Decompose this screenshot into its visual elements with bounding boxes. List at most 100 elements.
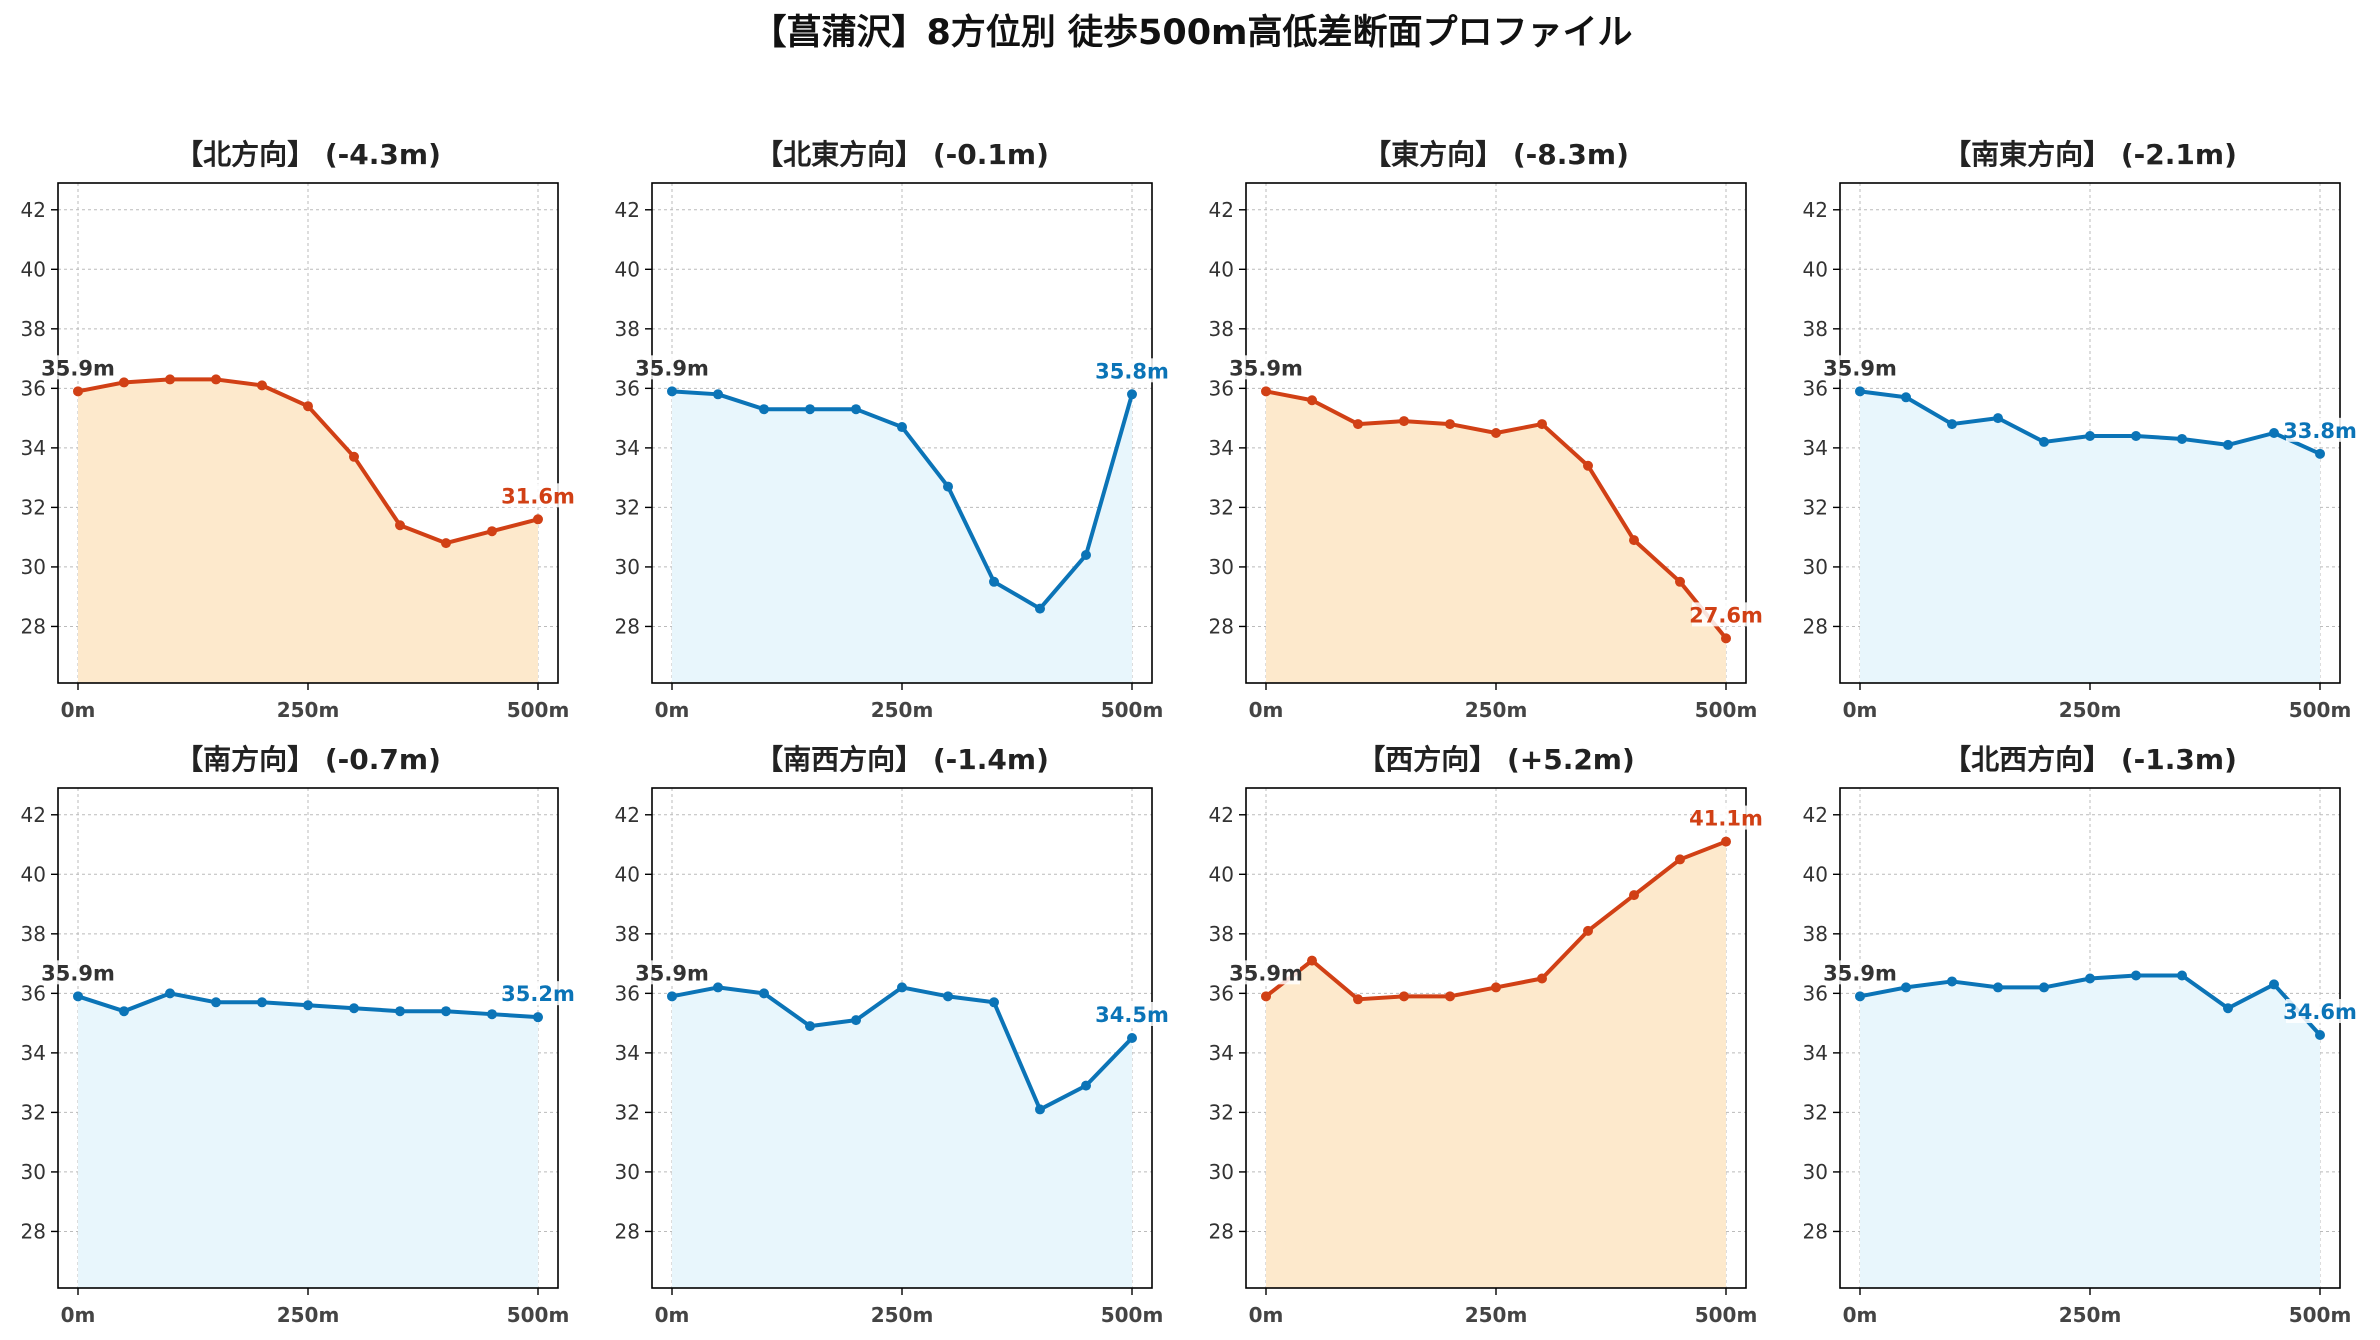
y-tick-label: 42 bbox=[1209, 803, 1234, 827]
chart-panel-0: 28 30 32 34 36 38 40 42 0m 250m 500m 35.9m 31.6m 【北方向… bbox=[21, 138, 575, 722]
y-tick-label: 36 bbox=[1803, 376, 1828, 400]
data-point bbox=[441, 538, 451, 549]
x-tick-label: 250m bbox=[871, 698, 934, 722]
data-point bbox=[2223, 439, 2233, 450]
x-tick-label: 500m bbox=[1101, 698, 1164, 722]
x-tick-label: 500m bbox=[1695, 1303, 1758, 1327]
chart-panel-6: 28 30 32 34 36 38 40 42 0m 250m 500m 35.9m 41.1m 【西方向… bbox=[1209, 743, 1763, 1327]
y-tick-label: 30 bbox=[1209, 555, 1234, 579]
x-tick-label: 500m bbox=[1695, 698, 1758, 722]
data-point bbox=[1629, 890, 1639, 901]
data-point bbox=[1537, 973, 1547, 984]
data-point bbox=[1307, 395, 1317, 406]
x-tick-label: 250m bbox=[1465, 698, 1528, 722]
x-tick-label: 0m bbox=[61, 698, 96, 722]
data-point bbox=[165, 988, 175, 999]
data-point bbox=[713, 982, 723, 993]
y-tick-label: 30 bbox=[615, 555, 640, 579]
profile-area bbox=[672, 987, 1132, 1288]
data-point bbox=[1901, 392, 1911, 403]
data-point bbox=[257, 380, 267, 391]
data-point bbox=[1947, 419, 1957, 430]
y-tick-label: 40 bbox=[1209, 257, 1234, 281]
y-tick-label: 36 bbox=[615, 981, 640, 1005]
x-tick-label: 500m bbox=[507, 698, 570, 722]
start-label-bg bbox=[1232, 960, 1300, 985]
y-tick-label: 34 bbox=[21, 436, 46, 460]
profile-area bbox=[1266, 841, 1726, 1288]
data-point bbox=[943, 481, 953, 492]
y-tick-label: 30 bbox=[1803, 555, 1828, 579]
data-point bbox=[487, 1009, 497, 1020]
data-point bbox=[851, 404, 861, 415]
y-tick-label: 32 bbox=[1209, 495, 1234, 519]
x-tick-label: 250m bbox=[871, 1303, 934, 1327]
data-point bbox=[943, 991, 953, 1002]
start-label: 35.9m bbox=[1229, 961, 1303, 985]
start-label-bg bbox=[44, 355, 112, 380]
x-tick-label: 0m bbox=[1249, 1303, 1284, 1327]
y-tick-label: 40 bbox=[1803, 862, 1828, 886]
data-point bbox=[2177, 433, 2187, 444]
start-label-bg bbox=[638, 960, 706, 985]
data-point bbox=[119, 377, 129, 388]
y-tick-label: 42 bbox=[615, 803, 640, 827]
start-label: 35.9m bbox=[635, 356, 709, 380]
y-tick-label: 40 bbox=[615, 257, 640, 281]
y-tick-label: 38 bbox=[615, 922, 640, 946]
subplot-title: 【南西方向】 (-1.4m) bbox=[755, 743, 1049, 776]
data-point bbox=[2315, 1030, 2325, 1041]
y-tick-label: 36 bbox=[21, 376, 46, 400]
chart-panel-3: 28 30 32 34 36 38 40 42 0m 250m 500m 35.9m 33.8m 【南東方… bbox=[1803, 138, 2357, 722]
data-point bbox=[667, 991, 677, 1002]
x-tick-label: 250m bbox=[1465, 1303, 1528, 1327]
end-label: 34.6m bbox=[2283, 1000, 2357, 1024]
y-tick-label: 28 bbox=[21, 614, 46, 638]
data-point bbox=[2269, 428, 2279, 438]
data-point bbox=[897, 982, 907, 993]
profile-area bbox=[1860, 975, 2320, 1288]
data-point bbox=[533, 514, 543, 525]
data-point bbox=[759, 404, 769, 415]
end-label: 35.8m bbox=[1095, 359, 1169, 383]
data-point bbox=[2315, 448, 2325, 459]
x-tick-label: 250m bbox=[2059, 698, 2122, 722]
data-point bbox=[851, 1015, 861, 1026]
subplot-title: 【北西方向】 (-1.3m) bbox=[1943, 743, 2237, 776]
data-point bbox=[1035, 603, 1045, 614]
data-point bbox=[487, 526, 497, 537]
data-point bbox=[1445, 991, 1455, 1002]
data-point bbox=[303, 1000, 313, 1011]
y-tick-label: 28 bbox=[615, 614, 640, 638]
subplot-title: 【西方向】 (+5.2m) bbox=[1357, 743, 1635, 776]
end-label: 33.8m bbox=[2283, 419, 2357, 443]
data-point bbox=[713, 389, 723, 400]
profile-area bbox=[1266, 391, 1726, 683]
start-label: 35.9m bbox=[41, 356, 115, 380]
y-tick-label: 34 bbox=[1209, 436, 1234, 460]
start-label-bg bbox=[1826, 355, 1894, 380]
data-point bbox=[1491, 428, 1501, 438]
data-point bbox=[1537, 419, 1547, 430]
end-label-bg bbox=[2286, 417, 2354, 442]
data-point bbox=[211, 997, 221, 1008]
data-point bbox=[349, 1003, 359, 1014]
data-point bbox=[1721, 633, 1731, 644]
data-point bbox=[1855, 991, 1865, 1002]
data-point bbox=[1353, 419, 1363, 430]
subplot-title: 【南方向】 (-0.7m) bbox=[175, 743, 441, 776]
end-label: 34.5m bbox=[1095, 1003, 1169, 1027]
end-label-bg bbox=[1098, 358, 1166, 383]
y-tick-label: 28 bbox=[21, 1219, 46, 1243]
data-point bbox=[2177, 970, 2187, 981]
chart-panels: 28 30 32 34 36 38 40 42 0m 250m 500m 35.9m 31.6m 【北方向… bbox=[21, 138, 2357, 1327]
data-point bbox=[805, 1021, 815, 1032]
end-label-bg bbox=[2286, 999, 2354, 1024]
data-point bbox=[2131, 970, 2141, 981]
y-tick-label: 42 bbox=[1209, 198, 1234, 222]
y-tick-label: 40 bbox=[1803, 257, 1828, 281]
data-point bbox=[1081, 1080, 1091, 1091]
data-point bbox=[897, 422, 907, 433]
data-point bbox=[1127, 1033, 1137, 1043]
